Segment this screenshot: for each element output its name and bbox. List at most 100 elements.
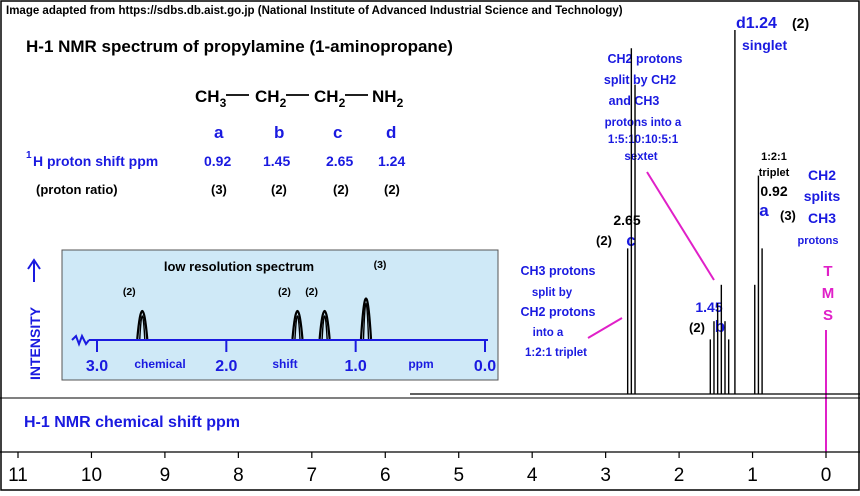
annotation-d-label: d1.24 <box>736 15 777 32</box>
low-res-panel <box>61 249 499 381</box>
c-note-line-1: CH3 protons <box>521 264 596 278</box>
ratio-b: (2) <box>271 182 287 197</box>
a-note-line-2: splits <box>804 188 841 204</box>
intensity-label: INTENSITY <box>27 306 43 380</box>
annotation-d-pattern: singlet <box>742 37 787 53</box>
superscript-1: 1 <box>26 150 32 161</box>
axis-break <box>71 333 90 347</box>
c-note-line-2: split by <box>532 287 573 299</box>
low-res-word-ppm: ppm <box>408 357 433 371</box>
annotation-c: 2.65 (2) c <box>596 212 641 250</box>
letter-c: c <box>333 123 342 142</box>
b-shift: 1.45 <box>695 299 722 315</box>
pointer-b <box>646 171 715 281</box>
intensity-arrow <box>27 258 41 282</box>
low-peak-inner-1 <box>294 315 301 340</box>
main-tick-label-1: 1 <box>747 465 758 486</box>
low-res-inset: low resolution spectrum 3.0 2.0 1.0 0.0 (2)… <box>61 249 499 381</box>
spectrum-title: H-1 NMR spectrum of propylamine (1-amino… <box>26 37 453 56</box>
main-tick-label-9: 9 <box>160 465 171 486</box>
b-note-line-5: 1:5:10:10:5:1 <box>608 134 679 146</box>
low-peak-3 <box>359 297 373 340</box>
shift-b: 1.45 <box>263 153 290 169</box>
low-peak-label-1: (2) <box>278 286 291 298</box>
low-peak-inner-3 <box>362 302 370 340</box>
a-note-line-3: CH3 <box>808 210 836 226</box>
a-letter: a <box>759 201 769 220</box>
shift-a: 0.92 <box>204 153 231 169</box>
ratio-c: (2) <box>333 182 349 197</box>
a-note-line-4: protons <box>798 235 839 247</box>
group-ch2-b: CH2 <box>255 87 287 110</box>
low-peak-label-2: (2) <box>305 286 318 298</box>
low-res-word-shift: shift <box>272 357 297 371</box>
low-tick-label-1: 2.0 <box>215 358 237 375</box>
a-pattern-line-2: triplet <box>759 167 790 179</box>
shift-c: 2.65 <box>326 153 353 169</box>
annotation-b-note: CH2 protons split by CH2 and CH3 protons… <box>604 52 683 163</box>
group-ch2-c: CH2 <box>314 87 346 110</box>
main-tick-label-2: 2 <box>674 465 685 486</box>
main-axis-ticks: 11 10 9 8 7 6 5 4 3 2 1 0 <box>8 452 831 486</box>
main-tick-label-7: 7 <box>307 465 318 486</box>
main-tick-label-5: 5 <box>453 465 464 486</box>
group-ch3: CH3 <box>195 87 227 110</box>
main-tick-label-10: 10 <box>81 465 102 486</box>
b-ratio: (2) <box>689 320 705 335</box>
low-peak-inner-2 <box>321 315 328 340</box>
annotation-d: d1.24 (2) singlet <box>736 15 809 53</box>
c-note-line-5: 1:2:1 triplet <box>525 347 587 359</box>
main-tick-label-3: 3 <box>600 465 611 486</box>
main-tick-label-6: 6 <box>380 465 391 486</box>
main-tick-label-8: 8 <box>233 465 244 486</box>
low-res-peaks: (2) (2) (2) (3) <box>123 259 387 340</box>
structural-formula: CH3 CH2 CH2 NH2 <box>195 87 404 110</box>
b-note-line-2: split by CH2 <box>604 73 676 87</box>
axis-title: H-1 NMR chemical shift ppm <box>24 414 240 431</box>
c-shift: 2.65 <box>613 212 640 228</box>
low-tick-label-2: 1.0 <box>345 358 367 375</box>
ratio-a: (3) <box>211 182 227 197</box>
a-note-line-1: CH2 <box>808 167 836 183</box>
main-tick-label-11: 11 <box>8 465 28 486</box>
b-note-line-1: CH2 protons <box>608 52 683 66</box>
letter-a: a <box>214 123 224 142</box>
a-shift: 0.92 <box>760 183 787 199</box>
a-ratio: (3) <box>780 208 796 223</box>
low-peak-label-3: (3) <box>374 259 387 271</box>
low-res-word-chemical: chemical <box>134 357 185 371</box>
b-note-line-3: and CH3 <box>609 94 660 108</box>
tms-s: S <box>823 307 833 324</box>
low-peak-inner-0 <box>139 315 146 340</box>
high-res-spectrum <box>410 30 860 395</box>
c-note-line-3: CH2 protons <box>521 305 596 319</box>
low-peak-0 <box>136 310 149 340</box>
low-peak-2 <box>318 310 331 340</box>
low-res-ticks: 3.0 2.0 1.0 0.0 <box>86 340 496 375</box>
credit-line: Image adapted from https://sdbs.db.aist.… <box>6 5 623 17</box>
shift-values: 0.92 1.45 2.65 1.24 <box>204 153 405 169</box>
ratio-row-label: (proton ratio) <box>36 182 118 197</box>
pointer-c <box>587 317 623 339</box>
annotation-a: 1:2:1 triplet 0.92 a (3) CH2 splits CH3 … <box>759 151 841 247</box>
a-pattern-line-1: 1:2:1 <box>761 151 787 163</box>
main-tick-label-4: 4 <box>527 465 538 486</box>
letter-d: d <box>386 123 396 142</box>
annotation-b: 1.45 (2) b <box>689 299 725 336</box>
letter-b: b <box>274 123 284 142</box>
low-peak-1 <box>291 310 304 340</box>
shift-d: 1.24 <box>378 153 405 169</box>
ratio-values: (3) (2) (2) (2) <box>211 182 400 197</box>
b-letter: b <box>715 317 725 336</box>
tms-label: T M S <box>822 263 835 324</box>
main-tick-label-0: 0 <box>821 465 832 486</box>
shift-row-label: H proton shift ppm <box>33 153 158 169</box>
b-note-line-6: sextet <box>624 151 657 163</box>
tms-m: M <box>822 285 835 302</box>
low-tick-label-3: 0.0 <box>474 358 496 375</box>
c-ratio: (2) <box>596 233 612 248</box>
ratio-d: (2) <box>384 182 400 197</box>
low-tick-label-0: 3.0 <box>86 358 108 375</box>
c-note-line-4: into a <box>533 327 564 339</box>
